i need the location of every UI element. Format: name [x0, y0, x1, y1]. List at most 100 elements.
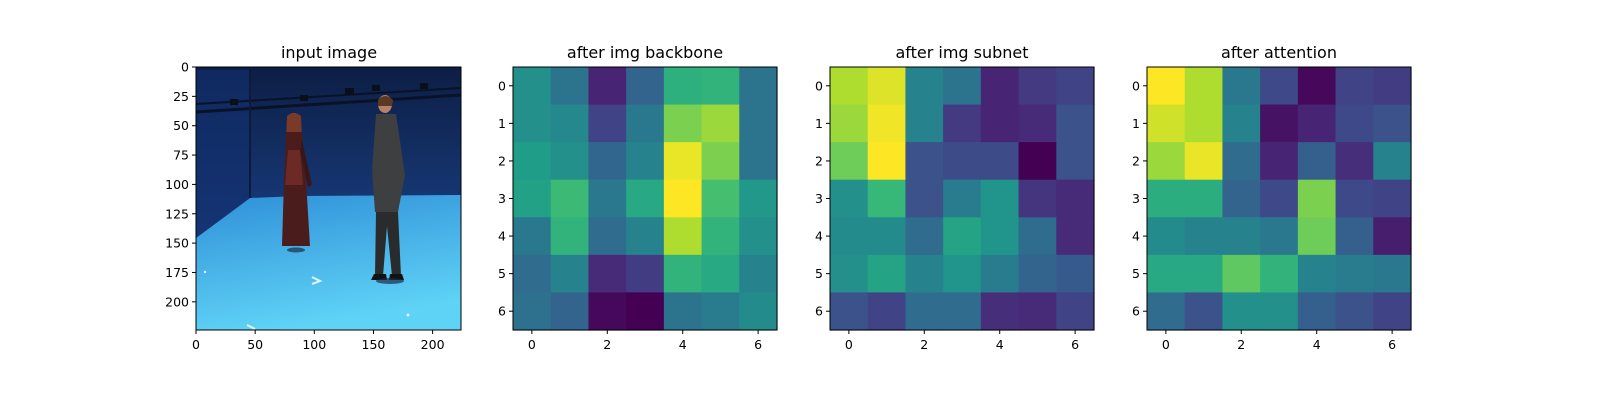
heatmap-cell [626, 292, 665, 331]
heatmap-cell [626, 254, 665, 294]
heatmap-cell [1018, 292, 1057, 331]
heatmap-cell [588, 217, 627, 256]
heatmap-cell [1335, 104, 1374, 143]
axes-frame [195, 66, 462, 331]
y-tick-label: 0 [1132, 78, 1140, 93]
heatmap-cell [830, 142, 869, 181]
y-tick-label: 1 [1132, 116, 1140, 131]
heatmap-cell [1147, 217, 1186, 256]
camera-rig-bar [196, 93, 461, 114]
heatmap-cell [905, 292, 944, 331]
heatmap-cell [701, 292, 740, 331]
heatmap-cell [1222, 217, 1261, 256]
heatmap-cell [1260, 104, 1299, 143]
heatmap-cell [1373, 179, 1412, 218]
heatmap-cell [1184, 142, 1224, 181]
heatmap-cell [1373, 292, 1412, 331]
heatmap-cell [980, 67, 1020, 106]
heatmap-cell [1335, 179, 1374, 218]
heatmap-cell [588, 179, 627, 218]
heatmap-cell [626, 104, 665, 143]
heatmap-cell [1018, 179, 1057, 218]
heatmap-cell [1373, 67, 1412, 106]
studio-floor [196, 195, 461, 330]
y-tick-label: 5 [498, 266, 506, 281]
heatmap-cell [588, 67, 627, 106]
heatmap-cell [1222, 254, 1261, 294]
heatmap-cell [550, 179, 590, 218]
heatmap-cell [550, 217, 590, 256]
heatmap-cell [1335, 142, 1374, 181]
heatmap-cell [1260, 142, 1299, 181]
heatmap-cell [1184, 217, 1224, 256]
heatmap-cell [1056, 217, 1095, 256]
y-tick-label: 1 [498, 116, 506, 131]
x-tick-label: 2 [1237, 337, 1245, 352]
heatmap-cell [1222, 142, 1261, 181]
heatmap-cell [701, 179, 740, 218]
x-tick-label: 4 [996, 337, 1004, 352]
heatmap-cell [1222, 179, 1261, 218]
heatmap-cell [867, 67, 907, 106]
camera-rig-bar [196, 87, 461, 105]
heatmap-cell [867, 179, 907, 218]
heatmap-cell [1373, 104, 1412, 143]
heatmap-cell [739, 67, 778, 106]
woman-figure [282, 113, 312, 253]
heatmap-cell [739, 104, 778, 143]
heatmap-cell [905, 254, 944, 294]
y-tick-label: 125 [165, 206, 189, 221]
panel-input-image: input image [195, 43, 462, 331]
heatmap-cell [1147, 292, 1186, 331]
heatmap-cell [1018, 217, 1057, 256]
heatmap-cell [663, 217, 703, 256]
floor-mark [406, 313, 410, 317]
x-tick-label: 2 [603, 337, 611, 352]
heatmap-cell [830, 67, 869, 106]
heatmap-cell [830, 179, 869, 218]
heatmap-cell [1260, 254, 1299, 294]
panel-after-img-subnet: after img subnet [829, 43, 1095, 331]
heatmap-cell [830, 254, 869, 294]
y-tick-label: 4 [1132, 229, 1140, 244]
heatmap-cell [550, 292, 590, 331]
heatmap-cell [867, 142, 907, 181]
panel-title: after img backbone [567, 43, 723, 62]
x-tick-label: 0 [1162, 337, 1170, 352]
heatmap-cell [513, 142, 552, 181]
heatmap-cell [626, 217, 665, 256]
heatmap-cell [1373, 142, 1412, 181]
heatmap-cell [701, 104, 740, 143]
heatmap-cell [980, 254, 1020, 294]
y-tick-label: 3 [815, 191, 823, 206]
heatmap-cell [1056, 292, 1095, 331]
y-tick-label: 1 [815, 116, 823, 131]
heatmap-cell [1147, 104, 1186, 143]
heatmap-cell [980, 179, 1020, 218]
heatmap-cell [943, 104, 982, 143]
heatmap-cell [867, 292, 907, 331]
y-tick-label: 3 [498, 191, 506, 206]
heatmap-cell [830, 217, 869, 256]
heatmap-cell [513, 217, 552, 256]
heatmap-cell [1018, 142, 1057, 181]
heatmap-cell [1056, 142, 1095, 181]
heatmap-cell [550, 142, 590, 181]
x-tick-label: 4 [679, 337, 687, 352]
heatmap-cells [1147, 67, 1412, 331]
heatmap-cell [739, 179, 778, 218]
heatmap-cell [550, 67, 590, 106]
heatmap-cell [943, 179, 982, 218]
heatmap-cell [1056, 104, 1095, 143]
heatmap-cell [943, 67, 982, 106]
heatmap-cell [1147, 254, 1186, 294]
heatmap-cell [1297, 104, 1337, 143]
heatmap-cell [1260, 67, 1299, 106]
cameras [230, 83, 428, 105]
x-tick-label: 2 [920, 337, 928, 352]
heatmap-cell [1260, 292, 1299, 331]
heatmap-cell [1335, 217, 1374, 256]
y-tick-label: 2 [498, 153, 506, 168]
heatmap-cell [739, 217, 778, 256]
